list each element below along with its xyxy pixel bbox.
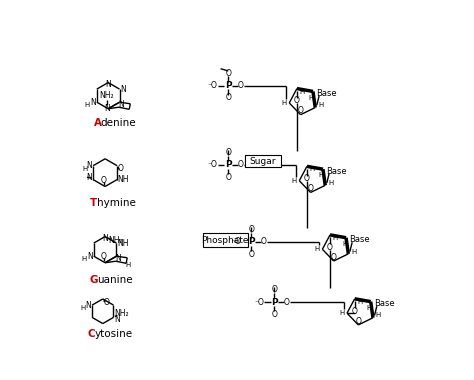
Text: P: P — [225, 160, 232, 169]
Text: N: N — [114, 315, 120, 324]
Text: H: H — [339, 310, 344, 316]
Text: N: N — [115, 254, 121, 263]
Text: H: H — [366, 305, 372, 311]
Text: P: P — [248, 238, 255, 247]
Text: ytosine: ytosine — [94, 329, 132, 339]
Text: O: O — [327, 243, 333, 252]
Text: H: H — [310, 166, 315, 173]
Text: H: H — [351, 249, 356, 255]
Bar — [203, 233, 247, 247]
Text: O: O — [304, 174, 310, 183]
Text: H: H — [342, 241, 347, 247]
Text: H: H — [318, 102, 323, 108]
Text: O: O — [225, 148, 231, 157]
Text: H: H — [357, 299, 363, 305]
Text: C: C — [87, 329, 95, 339]
Text: O: O — [248, 225, 255, 234]
Text: Base: Base — [327, 167, 347, 176]
Text: Phosphate: Phosphate — [201, 236, 249, 245]
Text: A: A — [93, 117, 101, 128]
Text: hymine: hymine — [97, 198, 136, 209]
Text: O: O — [100, 252, 107, 261]
Text: ⁻O: ⁻O — [254, 298, 264, 307]
Text: Base: Base — [374, 299, 395, 309]
Text: O: O — [356, 317, 361, 326]
Text: O: O — [308, 184, 313, 193]
Text: NH: NH — [117, 239, 128, 248]
Text: N: N — [104, 104, 109, 113]
Text: P: P — [271, 298, 278, 307]
Text: O: O — [331, 253, 337, 262]
Text: Sugar: Sugar — [250, 157, 276, 166]
Text: uanine: uanine — [97, 276, 132, 285]
Text: H: H — [300, 89, 305, 95]
Text: N: N — [86, 161, 92, 170]
Text: O: O — [272, 285, 277, 294]
Text: N: N — [90, 98, 96, 107]
Text: ⁻O: ⁻O — [231, 238, 241, 247]
Text: H: H — [81, 256, 86, 262]
Text: O: O — [225, 173, 231, 182]
Text: H: H — [291, 178, 297, 184]
Text: Base: Base — [349, 236, 370, 244]
Text: NH₂: NH₂ — [109, 236, 123, 245]
Text: T: T — [90, 198, 97, 209]
Text: H: H — [333, 235, 338, 241]
Text: N: N — [87, 252, 93, 261]
Text: H: H — [376, 312, 381, 318]
Text: H: H — [314, 246, 319, 252]
Text: H: H — [83, 166, 88, 172]
Text: H: H — [281, 100, 286, 106]
Text: O: O — [104, 298, 109, 307]
Text: ⁻O: ⁻O — [208, 160, 218, 169]
Text: Base: Base — [317, 89, 337, 98]
Text: O: O — [237, 81, 244, 90]
Text: H: H — [80, 305, 85, 311]
Text: O: O — [118, 163, 124, 173]
Text: denine: denine — [100, 117, 136, 128]
Text: O: O — [294, 97, 300, 105]
Text: G: G — [90, 276, 98, 285]
Text: H: H — [84, 102, 90, 108]
Text: H: H — [319, 173, 324, 178]
Text: NH₂: NH₂ — [100, 91, 114, 100]
Text: NH₂: NH₂ — [114, 309, 128, 318]
Text: H: H — [328, 180, 333, 186]
Text: NH: NH — [118, 175, 129, 184]
Text: O: O — [225, 69, 231, 78]
Text: N: N — [85, 301, 91, 310]
Text: ⁻O: ⁻O — [208, 81, 218, 90]
Bar — [245, 155, 281, 167]
Text: N: N — [102, 234, 108, 242]
Text: N: N — [86, 173, 92, 182]
Text: O: O — [352, 307, 357, 316]
Text: O: O — [100, 176, 107, 185]
Text: O: O — [237, 160, 244, 169]
Text: N: N — [105, 79, 111, 89]
Text: O: O — [261, 238, 267, 247]
Text: H: H — [125, 262, 130, 268]
Text: O: O — [225, 93, 231, 103]
Text: N: N — [118, 100, 124, 109]
Text: H: H — [309, 95, 314, 101]
Text: O: O — [248, 250, 255, 259]
Text: N: N — [120, 85, 126, 93]
Text: O: O — [298, 106, 303, 116]
Text: O: O — [284, 298, 290, 307]
Text: O: O — [272, 310, 277, 319]
Text: P: P — [225, 81, 232, 90]
